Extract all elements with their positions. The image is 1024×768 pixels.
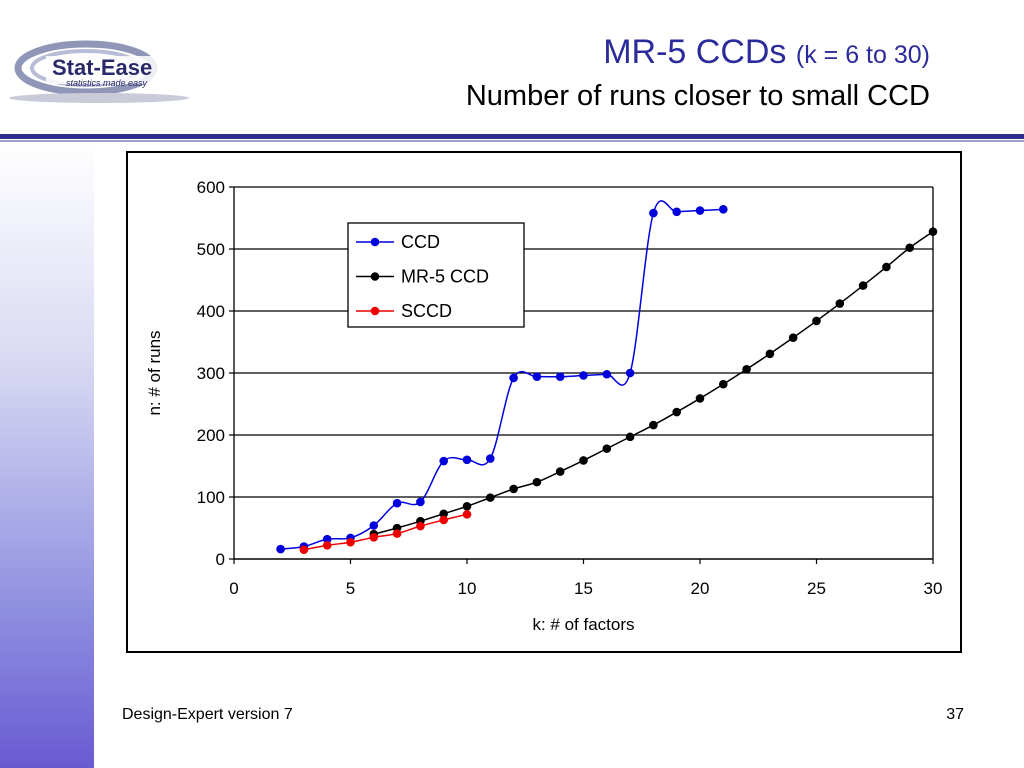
tick-label-y: 400 [197, 302, 225, 321]
data-point [462, 510, 472, 519]
slide-title: MR-5 CCDs (k = 6 to 30) Number of runs c… [466, 32, 930, 113]
data-point [695, 394, 705, 403]
slide-subtitle: Number of runs closer to small CCD [465, 80, 930, 112]
data-point [719, 379, 728, 389]
data-point [322, 541, 332, 550]
data-point [555, 467, 565, 476]
data-point [509, 373, 518, 383]
tick-label-y: 200 [197, 426, 225, 445]
svg-text:statistics made easy: statistics made easy [66, 78, 148, 88]
data-point [392, 498, 402, 508]
data-point [649, 208, 658, 218]
series-mr-5-ccd [369, 227, 938, 539]
chart-frame: 0 100 200 300 400 500 600 0 5 10 15 20 25 30 k: # of f… [126, 151, 962, 653]
tick-label-y: 100 [197, 488, 225, 507]
left-gradient-band [0, 142, 94, 768]
data-point [532, 477, 542, 487]
svg-text:Stat-Ease: Stat-Ease [52, 55, 152, 80]
tick-label-x: 15 [574, 579, 593, 598]
page-number: 37 [946, 706, 964, 723]
data-point [532, 372, 542, 382]
footer-version: Design-Expert version 7 [122, 706, 293, 723]
data-point [579, 371, 588, 380]
data-point [602, 444, 612, 453]
data-point [369, 533, 379, 542]
data-point [416, 521, 425, 531]
data-point [555, 372, 565, 382]
legend-marker [370, 272, 380, 281]
legend-marker [370, 306, 380, 316]
legend-marker [370, 237, 380, 247]
data-point [439, 509, 449, 519]
y-axis-title: n: # of runs [145, 330, 164, 415]
tick-label-x: 0 [229, 579, 238, 598]
data-point [276, 544, 285, 554]
legend-label: CCD [401, 232, 440, 252]
tick-label-x: 20 [691, 579, 710, 598]
data-point [672, 207, 681, 217]
runs-vs-factors-chart: 0 100 200 300 400 500 600 0 5 10 15 20 25 30 k: # of f… [145, 178, 943, 634]
data-point [346, 537, 355, 547]
series-line [280, 200, 724, 550]
data-point [882, 262, 891, 272]
series-sccd [299, 510, 472, 554]
data-point [392, 529, 402, 538]
data-point [486, 493, 495, 502]
data-point [602, 369, 612, 379]
data-point [462, 455, 472, 465]
data-point [812, 316, 821, 326]
data-point [579, 456, 588, 465]
tick-label-y: 300 [197, 364, 225, 383]
data-point [369, 521, 379, 530]
data-point [416, 497, 425, 507]
tick-label-y: 500 [197, 240, 225, 259]
legend-label: SCCD [401, 301, 452, 321]
tick-label-y: 0 [216, 550, 225, 569]
data-point [625, 368, 635, 378]
data-point [695, 206, 705, 215]
data-point [765, 349, 775, 359]
data-point [928, 227, 938, 236]
data-point [322, 534, 332, 544]
data-point [625, 432, 635, 442]
x-axis-title: k: # of factors [532, 615, 634, 634]
tick-label-x: 25 [807, 579, 826, 598]
data-point [299, 545, 309, 554]
title-main: MR-5 CCDs [603, 33, 787, 71]
data-point [742, 364, 751, 374]
data-point [835, 299, 845, 308]
data-point [788, 333, 798, 342]
data-point [486, 454, 495, 463]
data-point [439, 456, 449, 466]
tick-label-x: 10 [458, 579, 477, 598]
stat-ease-logo: Stat-Ease statistics made easy [4, 36, 200, 110]
data-point [649, 420, 658, 430]
data-point [509, 484, 518, 494]
series-ccd [276, 200, 728, 554]
tick-label-x: 5 [346, 579, 355, 598]
header-rule [0, 134, 1024, 139]
data-point [672, 407, 681, 417]
data-point [719, 205, 728, 214]
header-rule-secondary [0, 140, 1024, 142]
tick-label-x: 30 [924, 579, 943, 598]
data-point [905, 243, 914, 253]
tick-label-y: 600 [197, 178, 225, 197]
legend-label: MR-5 CCD [401, 267, 489, 287]
data-point [462, 502, 472, 511]
title-range: (k = 6 to 30) [795, 41, 930, 69]
data-point [858, 281, 868, 290]
data-point [439, 515, 449, 525]
